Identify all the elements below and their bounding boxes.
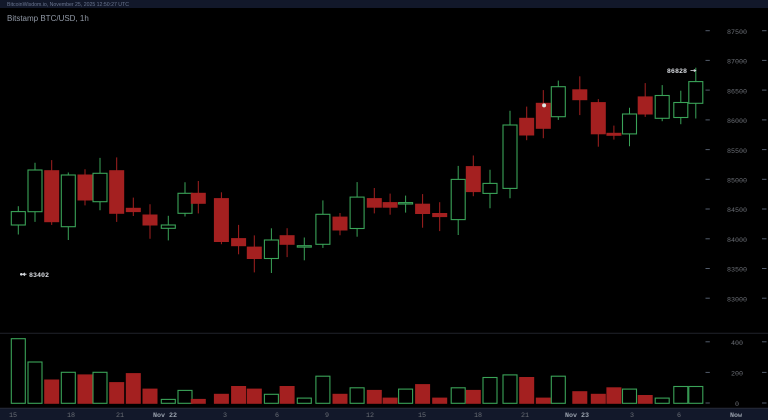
svg-text:Nov 22: Nov 22: [153, 412, 177, 420]
svg-text:87000: 87000: [727, 59, 747, 67]
svg-text:84000: 84000: [727, 237, 747, 245]
svg-text:86000: 86000: [727, 118, 747, 126]
svg-text:83500: 83500: [727, 267, 747, 275]
svg-text:21: 21: [521, 412, 529, 420]
svg-text:83402: 83402: [29, 272, 49, 280]
svg-text:400: 400: [731, 340, 743, 348]
svg-text:18: 18: [474, 412, 482, 420]
svg-text:0: 0: [735, 401, 739, 409]
svg-text:87500: 87500: [727, 29, 747, 37]
svg-text:86828: 86828: [667, 68, 687, 76]
svg-text:21: 21: [116, 412, 124, 420]
svg-text:18: 18: [67, 412, 75, 420]
svg-text:3: 3: [630, 412, 634, 420]
svg-text:200: 200: [731, 371, 743, 379]
svg-text:12: 12: [366, 412, 374, 420]
svg-text:Nov 23: Nov 23: [565, 412, 589, 420]
svg-text:85500: 85500: [727, 148, 747, 156]
svg-text:85000: 85000: [727, 178, 747, 186]
svg-text:86500: 86500: [727, 88, 747, 96]
svg-text:3: 3: [223, 412, 227, 420]
svg-text:6: 6: [275, 412, 279, 420]
svg-text:83000: 83000: [727, 296, 747, 304]
svg-text:15: 15: [418, 412, 426, 420]
svg-text:15: 15: [9, 412, 17, 420]
svg-text:84500: 84500: [727, 207, 747, 215]
svg-text:9: 9: [325, 412, 329, 420]
svg-text:6: 6: [677, 412, 681, 420]
svg-text:Now: Now: [730, 412, 742, 420]
